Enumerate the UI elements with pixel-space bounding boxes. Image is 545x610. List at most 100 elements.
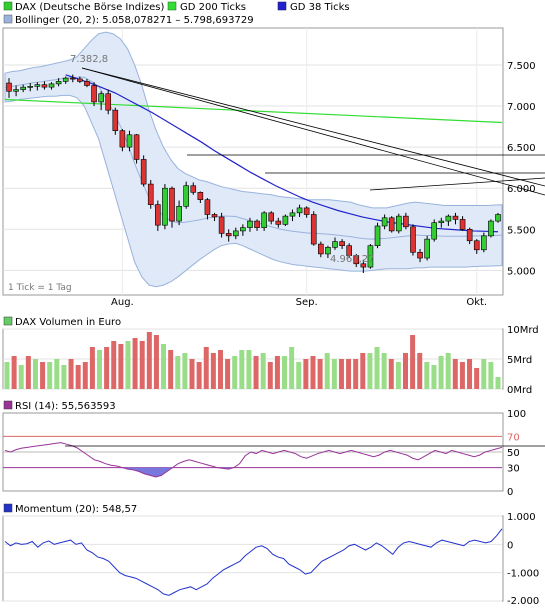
candle bbox=[62, 76, 69, 84]
candle bbox=[473, 239, 480, 254]
candle bbox=[190, 182, 197, 195]
volume-bar bbox=[32, 359, 38, 389]
price-x-tick-label: Sep. bbox=[296, 297, 318, 308]
candle-down-body bbox=[197, 192, 204, 201]
candle bbox=[339, 239, 345, 249]
candle-up-body bbox=[48, 83, 55, 88]
volume-bar bbox=[445, 353, 451, 389]
candle bbox=[459, 216, 466, 231]
candle-down-body bbox=[91, 85, 97, 103]
candle-down-body bbox=[452, 215, 459, 220]
volume-bar bbox=[438, 356, 444, 389]
volume-bar bbox=[338, 359, 344, 389]
volume-bar bbox=[424, 362, 430, 389]
gd38-legend-swatch bbox=[277, 1, 287, 11]
volume-bar bbox=[118, 344, 124, 389]
volume-bar bbox=[153, 335, 159, 389]
momentum-panel-frame bbox=[2, 515, 504, 602]
volume-bar bbox=[203, 347, 209, 389]
candle bbox=[112, 107, 119, 135]
momentum-y-tick-label: -1.000 bbox=[507, 569, 539, 580]
header-legend: DAX (Deutsche Börse Indizes) GD 200 Tick… bbox=[3, 1, 350, 26]
candle bbox=[381, 214, 388, 230]
volume-bar bbox=[11, 356, 17, 389]
candle bbox=[395, 213, 402, 234]
candle bbox=[488, 219, 494, 238]
candle-up-body bbox=[261, 212, 267, 228]
candle-up-body bbox=[431, 222, 438, 240]
channel-line bbox=[369, 177, 545, 191]
high-annotation: 7.382,8 bbox=[70, 54, 108, 65]
candle-up-body bbox=[395, 215, 402, 232]
momentum-y-ticks: 1.000 0 -1.000 -2.000 bbox=[507, 512, 539, 607]
candle-down-body bbox=[318, 243, 324, 255]
candle bbox=[438, 217, 445, 228]
candle-down-body bbox=[268, 212, 275, 222]
candle bbox=[268, 211, 275, 225]
volume-bar bbox=[488, 362, 494, 389]
volume-bar bbox=[324, 353, 330, 389]
candle-up-body bbox=[438, 220, 445, 224]
volume-bar bbox=[210, 353, 216, 389]
volume-bar bbox=[452, 359, 458, 389]
price-x-ticks: Aug. Sep. Okt. bbox=[111, 297, 487, 308]
candle bbox=[77, 76, 83, 84]
candle-up-body bbox=[289, 212, 296, 217]
volume-bar bbox=[296, 362, 302, 389]
rsi-y-tick-label: 30 bbox=[507, 464, 520, 475]
candle-up-body bbox=[176, 205, 182, 222]
candle bbox=[6, 78, 12, 98]
momentum-y-tick-label: 0 bbox=[507, 540, 513, 551]
price-y-tick-label: 6.000 bbox=[507, 184, 536, 195]
volume-bar bbox=[132, 338, 138, 389]
gd200-legend-label: GD 200 Ticks bbox=[180, 2, 246, 13]
candle-down-body bbox=[6, 82, 12, 92]
volume-bar bbox=[331, 359, 337, 389]
candle-up-body bbox=[247, 220, 253, 228]
candle-down-body bbox=[112, 109, 119, 131]
volume-bar bbox=[217, 350, 223, 389]
price-x-tick-label: Okt. bbox=[466, 297, 487, 308]
candle bbox=[289, 209, 296, 222]
volume-legend-swatch bbox=[3, 316, 13, 326]
dax-legend-swatch bbox=[3, 1, 13, 11]
volume-bar bbox=[175, 356, 181, 389]
trend-lines bbox=[81, 67, 545, 196]
volume-bar bbox=[161, 344, 167, 389]
candle bbox=[303, 206, 310, 218]
candle bbox=[176, 200, 182, 226]
candle-up-body bbox=[240, 227, 246, 232]
volume-bar bbox=[111, 341, 117, 389]
candle bbox=[346, 243, 352, 259]
momentum-panel: Momentum (20): 548,57 1.000 0 -1.000 -2.000 bbox=[2, 503, 539, 607]
volume-y-tick-label: 10Mrd bbox=[507, 325, 539, 336]
candle bbox=[169, 186, 175, 228]
volume-bar bbox=[196, 362, 202, 389]
rsi-y-tick-label: 70 bbox=[507, 432, 520, 443]
candle bbox=[20, 84, 26, 93]
momentum-line bbox=[4, 528, 503, 596]
candle-up-body bbox=[445, 215, 452, 222]
candle-down-body bbox=[211, 214, 218, 218]
gd38-legend-label: GD 38 Ticks bbox=[290, 2, 350, 13]
price-panel: 7.382,8 4.967,27 1 Tick = 1 Tag 7.500 7.0… bbox=[2, 27, 545, 308]
volume-bar bbox=[18, 365, 24, 389]
candle-down-body bbox=[69, 77, 76, 80]
candle-up-body bbox=[481, 235, 487, 251]
candle-up-body bbox=[296, 207, 303, 214]
candle-up-body bbox=[183, 185, 189, 207]
candle bbox=[84, 78, 90, 88]
volume-bar bbox=[353, 359, 359, 389]
volume-bar bbox=[25, 356, 31, 389]
candle-up-body bbox=[282, 215, 289, 225]
candle bbox=[388, 216, 395, 233]
candle-down-body bbox=[105, 93, 112, 111]
candle-up-body bbox=[495, 214, 501, 222]
candle bbox=[140, 155, 147, 187]
volume-bar bbox=[104, 347, 110, 389]
low-annotation: 4.967,27 bbox=[330, 254, 375, 265]
candle bbox=[34, 82, 41, 91]
volume-bar bbox=[182, 353, 188, 389]
candle bbox=[318, 241, 324, 258]
price-y-tick-label: 5.000 bbox=[507, 266, 536, 277]
